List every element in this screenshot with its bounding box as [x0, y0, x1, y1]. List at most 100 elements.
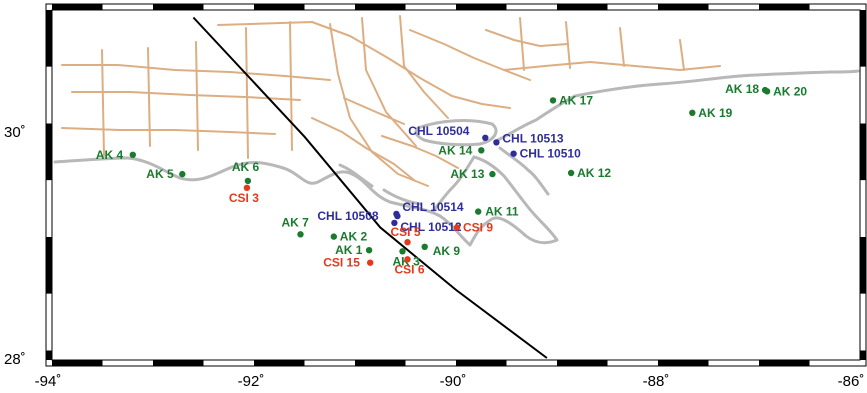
frame-segment [860, 350, 866, 360]
coastline-marsh [430, 94, 577, 214]
road-line [361, 17, 417, 147]
frame-segment [355, 4, 406, 10]
frame-segment [46, 237, 52, 294]
frame-segment [153, 360, 204, 366]
station-marker [179, 170, 186, 178]
station-marker [493, 139, 500, 146]
coastline-east [573, 69, 860, 98]
frame-segment [52, 360, 103, 366]
station-label: AK 7 [282, 215, 310, 229]
station-label: CHL 10508 [317, 209, 378, 223]
frame-segment [809, 4, 860, 10]
frame-segment [254, 4, 305, 10]
frame-segment [304, 360, 355, 366]
road-line [399, 15, 449, 119]
frame-segment [153, 4, 204, 10]
frame-segment [708, 360, 759, 366]
station-marker [393, 210, 400, 218]
frame-segment [46, 293, 52, 351]
station-marker [453, 224, 461, 231]
frame-segment [860, 66, 866, 124]
frame-segment [860, 180, 866, 237]
station-marker [404, 256, 411, 263]
frame-segment [860, 10, 866, 67]
frame-segment [304, 4, 355, 10]
station-label: AK 6 [232, 160, 260, 174]
station-label: AK 4 [96, 148, 124, 162]
station-marker [243, 184, 251, 191]
frame-segment [759, 4, 810, 10]
frame-segment [254, 360, 305, 366]
road-line [311, 117, 415, 181]
frame-segment [46, 10, 52, 67]
station-label: AK 9 [433, 244, 461, 258]
station-marker [297, 231, 304, 238]
frame-segment [46, 350, 52, 360]
station-marker [763, 88, 771, 95]
storm-track [192, 16, 548, 359]
frame-segment [456, 360, 507, 366]
frame-segment [46, 123, 52, 181]
station-marker [330, 233, 337, 240]
coastline-delta [438, 155, 559, 247]
station-marker [567, 169, 575, 177]
frame-segment [607, 4, 658, 10]
frame-segment [355, 360, 406, 366]
road-line [217, 21, 511, 109]
station-layer: AK 1AK 2AK 3AK 4AK 5AK 6AK 7AK 9AK 11AK … [96, 82, 808, 276]
station-marker [421, 243, 428, 250]
frame-segment [506, 360, 557, 366]
frame-segment [607, 360, 658, 366]
lon-tick-label: -94˚ [35, 373, 62, 390]
station-label: CSI 15 [323, 256, 360, 270]
station-label: AK 14 [438, 143, 472, 157]
station-label: CSI 9 [463, 221, 493, 235]
lon-tick-label: -88˚ [643, 373, 670, 390]
station-label: CHL 10512 [400, 220, 461, 234]
frame-segment [658, 360, 709, 366]
station-marker [244, 177, 252, 185]
frame-segment [46, 180, 52, 237]
station-label: CSI 6 [395, 262, 425, 276]
station-marker [489, 170, 496, 178]
road-line [485, 29, 569, 47]
station-label: AK 12 [577, 166, 611, 180]
station-label: CSI 5 [391, 225, 421, 239]
frame-segment [860, 293, 866, 351]
frame-segment [405, 360, 456, 366]
station-label: CSI 3 [229, 191, 259, 205]
frame-segment [405, 4, 456, 10]
frame-segment [557, 360, 608, 366]
road-network [61, 15, 721, 187]
station-label: AK 11 [485, 205, 519, 219]
frame-segment [557, 4, 608, 10]
frame-segment [52, 4, 103, 10]
frame-segment [102, 4, 153, 10]
station-label: CHL 10514 [402, 200, 463, 214]
road-line [503, 61, 721, 71]
frame-segment [860, 237, 866, 294]
frame-segment [46, 66, 52, 124]
map-plot-area: AK 1AK 2AK 3AK 4AK 5AK 6AK 7AK 9AK 11AK … [53, 15, 860, 359]
frame-outer-outline [45, 3, 867, 367]
station-label: AK 13 [450, 167, 484, 181]
station-label: AK 20 [773, 84, 807, 98]
coastline-west [53, 156, 442, 218]
frame-segment [203, 360, 254, 366]
frame-segment [102, 360, 153, 366]
station-marker [510, 150, 517, 157]
road-line [71, 91, 301, 101]
coastline-barrier [338, 163, 422, 206]
station-marker [549, 97, 557, 104]
station-label: AK 18 [725, 82, 759, 96]
station-label: AK 2 [340, 230, 368, 244]
lake-pontchartrain [414, 119, 498, 147]
station-marker [129, 151, 136, 158]
frame-segment [456, 4, 507, 10]
lat-tick-label: 28˚ [4, 351, 26, 368]
lon-tick-label: -92˚ [238, 373, 265, 390]
station-label: AK 17 [559, 93, 593, 107]
lon-tick-label: -86˚ [838, 373, 865, 390]
